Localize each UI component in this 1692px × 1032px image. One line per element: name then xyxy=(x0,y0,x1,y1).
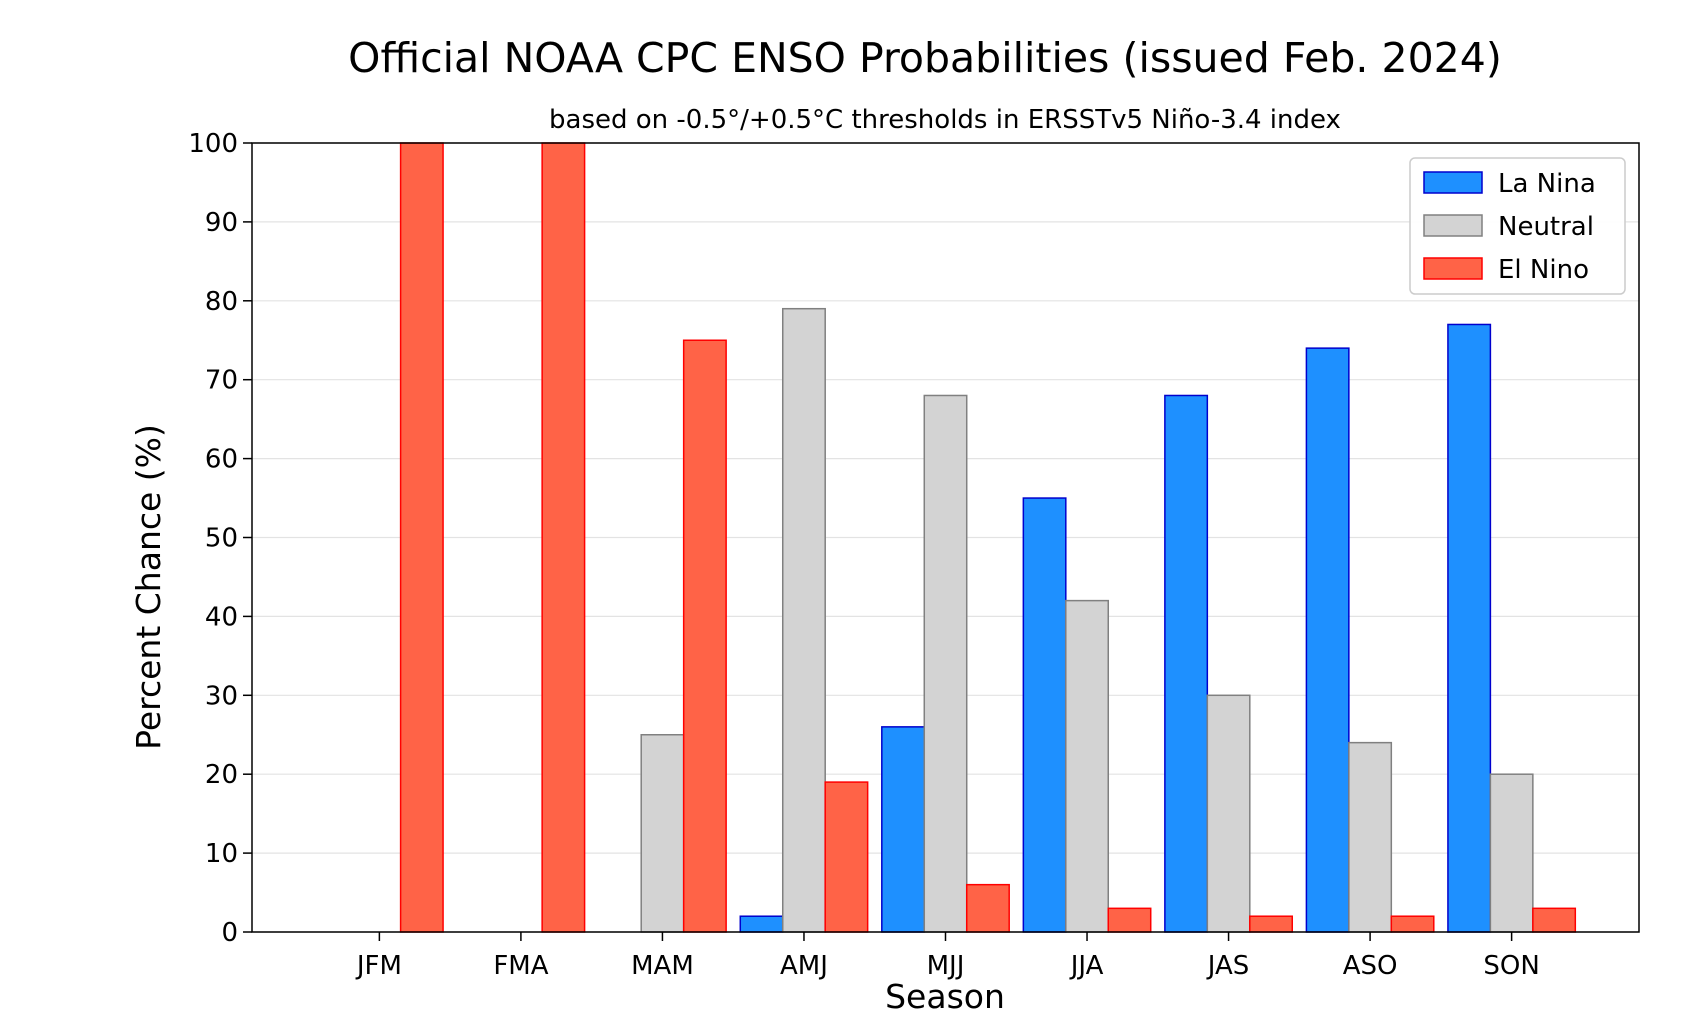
legend-swatch xyxy=(1423,214,1483,237)
y-tick-label: 0 xyxy=(221,918,238,948)
legend: La Nina Neutral El Nino xyxy=(1409,157,1626,295)
y-tick-label: 50 xyxy=(205,524,238,554)
legend-label: Neutral xyxy=(1498,212,1594,242)
bar-el-nino xyxy=(1107,907,1152,933)
x-tick-label: JFM xyxy=(355,951,402,981)
bar-la-nina xyxy=(1305,347,1350,933)
bar-el-nino xyxy=(682,339,727,933)
bar-la-nina xyxy=(881,726,926,933)
plot-frame xyxy=(251,142,1640,933)
axes: 0 10 20 30 40 50 60 70 80 90 100 JFM FMA MAM AMJ MJJ JJA… xyxy=(188,129,1640,981)
bar-el-nino xyxy=(1249,915,1293,933)
x-tick-label: MAM xyxy=(631,951,694,981)
x-tick-label: ASO xyxy=(1343,951,1398,981)
legend-swatch xyxy=(1423,257,1483,280)
bar-el-nino xyxy=(1390,915,1435,933)
bar-neutral xyxy=(640,734,685,933)
y-tick-label: 20 xyxy=(205,760,238,790)
x-tick-label: SON xyxy=(1483,951,1539,981)
bar-la-nina xyxy=(1164,394,1209,933)
bar-neutral xyxy=(1065,599,1110,933)
bar-el-nino xyxy=(965,883,1010,933)
chart-title: Official NOAA CPC ENSO Probabilities (is… xyxy=(348,34,1502,82)
x-axis-title: Season xyxy=(885,977,1005,1016)
legend-label: La Nina xyxy=(1498,169,1596,199)
bar-neutral xyxy=(1489,773,1534,933)
legend-swatch xyxy=(1423,171,1483,194)
y-tick-label: 80 xyxy=(205,287,238,317)
legend-label: El Nino xyxy=(1498,255,1589,285)
y-tick-label: 60 xyxy=(205,445,238,475)
bar-neutral xyxy=(781,307,826,933)
bar-el-nino xyxy=(399,142,444,933)
bar-neutral xyxy=(923,394,968,933)
y-axis-title: Percent Chance (%) xyxy=(129,424,168,750)
y-tick-label: 40 xyxy=(205,602,238,632)
bar-neutral xyxy=(1348,741,1393,933)
y-tick-label: 100 xyxy=(188,129,238,159)
x-tick-label: JAS xyxy=(1206,951,1250,981)
x-tick-label: AMJ xyxy=(780,951,828,981)
x-tick-label: MJJ xyxy=(927,951,965,981)
chart-subtitle: based on -0.5°/+0.5°C thresholds in ERSS… xyxy=(549,105,1341,135)
y-tick-label: 30 xyxy=(205,681,238,711)
bar-el-nino xyxy=(541,142,586,933)
bar-la-nina xyxy=(1447,323,1492,933)
bar-el-nino xyxy=(1532,907,1577,933)
y-tick-label: 70 xyxy=(205,366,238,396)
bar-el-nino xyxy=(824,781,869,933)
x-tick-label: FMA xyxy=(493,951,548,981)
y-tick-label: 90 xyxy=(205,208,238,238)
x-tick-label: JJA xyxy=(1069,951,1104,981)
bar-la-nina xyxy=(1022,497,1067,933)
bar-neutral xyxy=(1206,694,1251,933)
bar-la-nina xyxy=(739,915,784,933)
y-tick-label: 10 xyxy=(205,839,238,869)
